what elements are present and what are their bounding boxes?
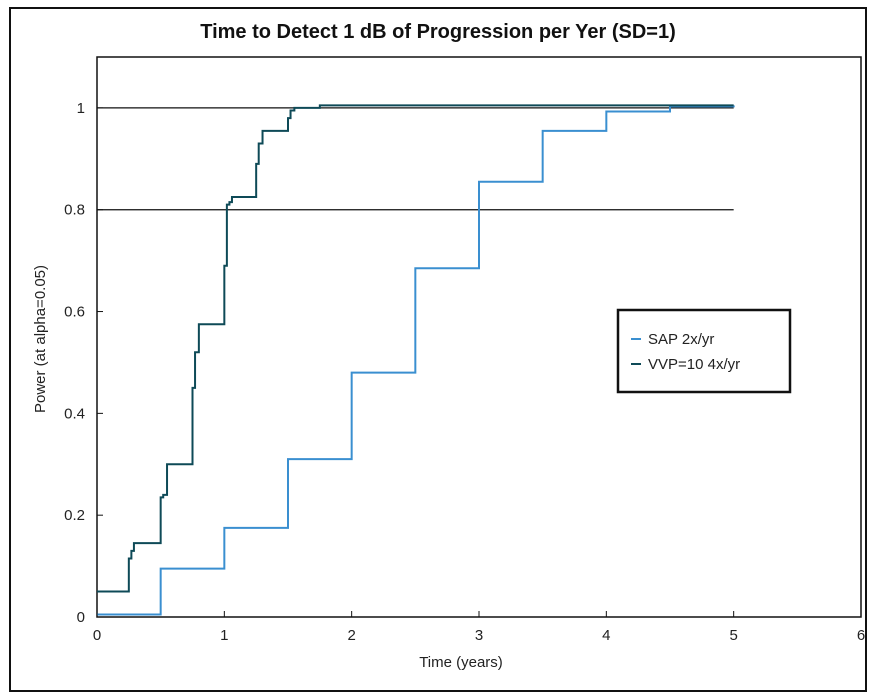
- chart-title: Time to Detect 1 dB of Progression per Y…: [200, 21, 676, 43]
- legend-label-1: VVP=10 4x/yr: [648, 356, 740, 373]
- x-tick-label: 2: [347, 627, 355, 644]
- x-tick-label: 1: [220, 627, 228, 644]
- reference-lines: [97, 107, 734, 211]
- x-tick-label: 0: [93, 627, 101, 644]
- x-tick-label: 3: [475, 627, 483, 644]
- x-tick-label: 5: [729, 627, 737, 644]
- y-tick-label: 0.6: [64, 304, 85, 321]
- y-tick-label: 0: [77, 609, 85, 626]
- legend: SAP 2x/yr VVP=10 4x/yr: [616, 308, 792, 394]
- y-axis-label: Power (at alpha=0.05): [32, 265, 49, 413]
- legend-label-0: SAP 2x/yr: [648, 331, 714, 348]
- legend-box: [616, 308, 792, 394]
- x-axis-label: Time (years): [419, 654, 503, 671]
- y-tick-label: 0.8: [64, 202, 85, 219]
- y-tick-label: 1: [77, 100, 85, 117]
- y-axis-ticks: 0 0.2 0.4 0.6 0.8 1: [64, 100, 103, 626]
- series-line-1: [97, 104, 734, 593]
- chart-svg: Time to Detect 1 dB of Progression per Y…: [32, 21, 865, 671]
- y-tick-label: 0.4: [64, 405, 85, 422]
- series-layer: [96, 104, 735, 616]
- x-axis-ticks: 0 1 2 3 4 5 6: [93, 611, 865, 644]
- x-tick-label: 4: [602, 627, 610, 644]
- x-tick-label: 6: [857, 627, 865, 644]
- y-tick-label: 0.2: [64, 507, 85, 524]
- chart-frame: Time to Detect 1 dB of Progression per Y…: [9, 7, 867, 692]
